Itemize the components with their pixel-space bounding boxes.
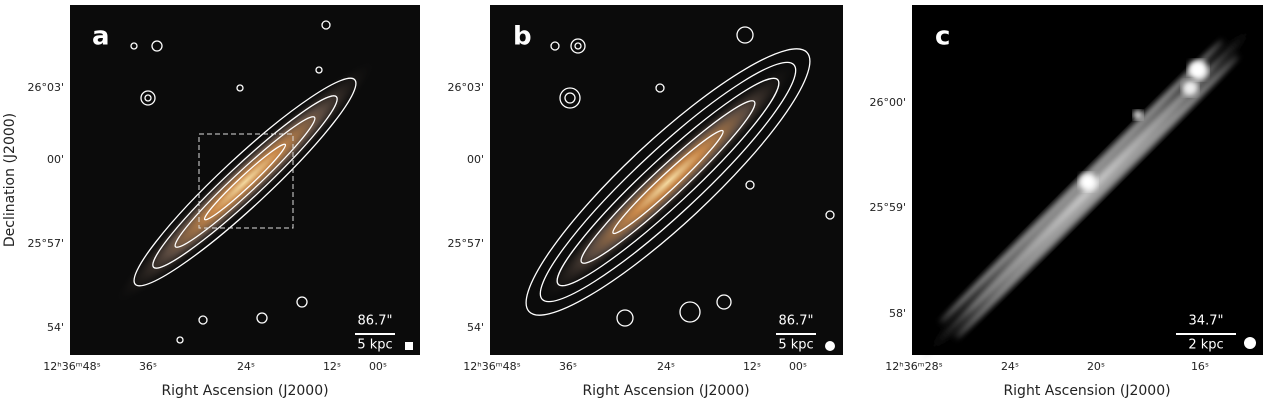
panel-a-image: a 86.7" 5 kpc [70, 5, 420, 355]
y-tick-label: 25°57' [447, 237, 484, 250]
x-tick-label: 24ˢ [657, 360, 675, 373]
scale-angle: 34.7" [1189, 314, 1224, 329]
x-tick-label: 16ˢ [1191, 360, 1209, 373]
scale-length: 5 kpc [357, 338, 392, 353]
x-tick-label: 36ˢ [139, 360, 157, 373]
scale-angle: 86.7" [358, 314, 393, 329]
scale-length: 5 kpc [778, 338, 813, 353]
y-tick-label: 26°03' [27, 81, 64, 94]
y-tick-label: 25°57' [27, 237, 64, 250]
x-tick-label: 24ˢ [237, 360, 255, 373]
x-axis-label: Right Ascension (J2000) [161, 383, 328, 399]
panel-c-image: c 34.7" 2 kpc [912, 5, 1263, 360]
x-tick-label: 36ˢ [559, 360, 577, 373]
scale-length: 2 kpc [1188, 338, 1223, 353]
y-tick-label: 25°59' [869, 201, 906, 214]
x-tick-label: 12ʰ36ᵐ48ˢ [43, 360, 100, 373]
x-tick-label: 24ˢ [1001, 360, 1019, 373]
y-tick-label: 26°00' [869, 96, 906, 109]
x-tick-label: 20ˢ [1087, 360, 1105, 373]
x-tick-label: 12ʰ36ᵐ28ˢ [885, 360, 942, 373]
y-tick-label: 00' [47, 153, 64, 166]
x-tick-label: 00ˢ [789, 360, 807, 373]
x-axis-label: Right Ascension (J2000) [1003, 383, 1170, 399]
x-tick-label: 12ˢ [743, 360, 761, 373]
panel-letter: b [513, 22, 532, 52]
x-tick-label: 00ˢ [369, 360, 387, 373]
x-axis-label: Right Ascension (J2000) [582, 383, 749, 399]
panel-b-image: b 86.7" 5 kpc [490, 5, 843, 355]
x-tick-label: 12ˢ [323, 360, 341, 373]
y-axis-label: Declination (J2000) [2, 113, 18, 247]
y-tick-label: 54' [467, 321, 484, 334]
scale-angle: 86.7" [779, 314, 814, 329]
y-tick-label: 26°03' [447, 81, 484, 94]
panel-letter: a [92, 22, 110, 52]
y-tick-label: 58' [889, 307, 906, 320]
y-tick-label: 00' [467, 153, 484, 166]
x-tick-label: 12ʰ36ᵐ48ˢ [463, 360, 520, 373]
y-tick-label: 54' [47, 321, 64, 334]
panel-letter: c [935, 22, 950, 52]
